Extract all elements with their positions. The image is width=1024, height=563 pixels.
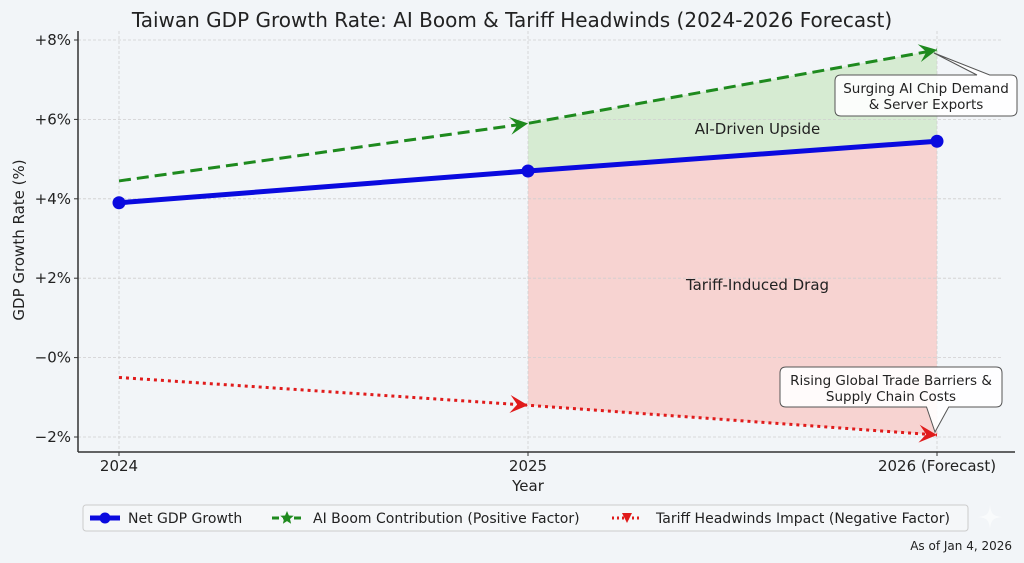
x-axis-label: Year [511,477,545,495]
legend-item-net-gdp: Net GDP Growth [90,511,242,527]
callout-text: Rising Global Trade Barriers & [790,373,992,389]
callout-box [779,366,1003,434]
legend: Net GDP Growth AI Boom Contribution (Posi… [82,504,969,532]
legend-marker-triangle [622,513,632,523]
series-net-gdp [112,134,944,210]
annotation-trade-barriers: Rising Global Trade Barriers &Supply Cha… [779,366,1003,434]
y-tick-label: +4% [35,190,71,208]
y-tick-label: +2% [35,269,71,287]
y-tick-label: +6% [35,110,71,128]
callout-text: Supply Chain Costs [826,389,956,405]
x-tick-label: 2026 (Forecast) [878,457,996,475]
region-label: AI-Driven Upside [695,120,821,138]
legend-label: AI Boom Contribution (Positive Factor) [313,511,580,527]
legend-item-ai-boom: AI Boom Contribution (Positive Factor) [272,511,580,527]
legend-marker-star [280,511,294,524]
data-point-arrow [917,44,937,62]
legend-item-tariff: Tariff Headwinds Impact (Negative Factor… [612,511,950,527]
y-tick-label: −2% [35,428,71,446]
series-line [118,48,938,183]
legend-label: Net GDP Growth [128,511,242,527]
callout-box [834,52,1018,117]
data-point [521,164,535,178]
legend-frame [82,504,969,532]
region-label: Tariff-Induced Drag [685,276,829,294]
data-point-arrow [509,395,528,413]
legend-label: Tariff Headwinds Impact (Negative Factor… [655,511,950,527]
shaded-region-tariff-drag [528,141,937,436]
callout-text: Surging AI Chip Demand [843,81,1009,97]
data-point-arrow [918,424,937,443]
sparkle-icon [978,505,1002,529]
as-of-date-note: As of Jan 4, 2026 [910,539,1012,553]
series-tariff [118,375,938,443]
y-tick-label: −0% [35,349,71,367]
annotation-ai-chip-demand: Surging AI Chip Demand& Server Exports [834,52,1018,117]
chart-title: Taiwan GDP Growth Rate: AI Boom & Tariff… [131,8,892,32]
data-point-arrow [508,116,528,135]
callout-text: & Server Exports [869,97,984,113]
x-tick-label: 2024 [100,457,138,475]
x-tick-label: 2025 [509,457,547,475]
y-tick-label: +8% [35,31,71,49]
y-axis-label: GDP Growth Rate (%) [10,159,28,320]
data-point [930,134,944,148]
legend-marker-circle [99,512,111,524]
series-ai-boom [118,44,938,183]
data-point [112,196,126,210]
